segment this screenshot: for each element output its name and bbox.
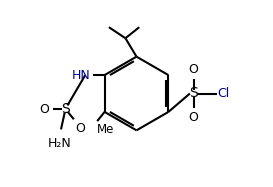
Text: S: S [61, 102, 70, 116]
Text: O: O [189, 63, 198, 76]
Text: HN: HN [72, 69, 91, 82]
Text: Cl: Cl [218, 87, 230, 100]
Text: O: O [40, 103, 49, 116]
Text: O: O [75, 122, 85, 135]
Text: H₂N: H₂N [47, 137, 71, 150]
Text: O: O [189, 111, 198, 124]
Text: Me: Me [97, 123, 115, 136]
Text: S: S [189, 87, 198, 100]
